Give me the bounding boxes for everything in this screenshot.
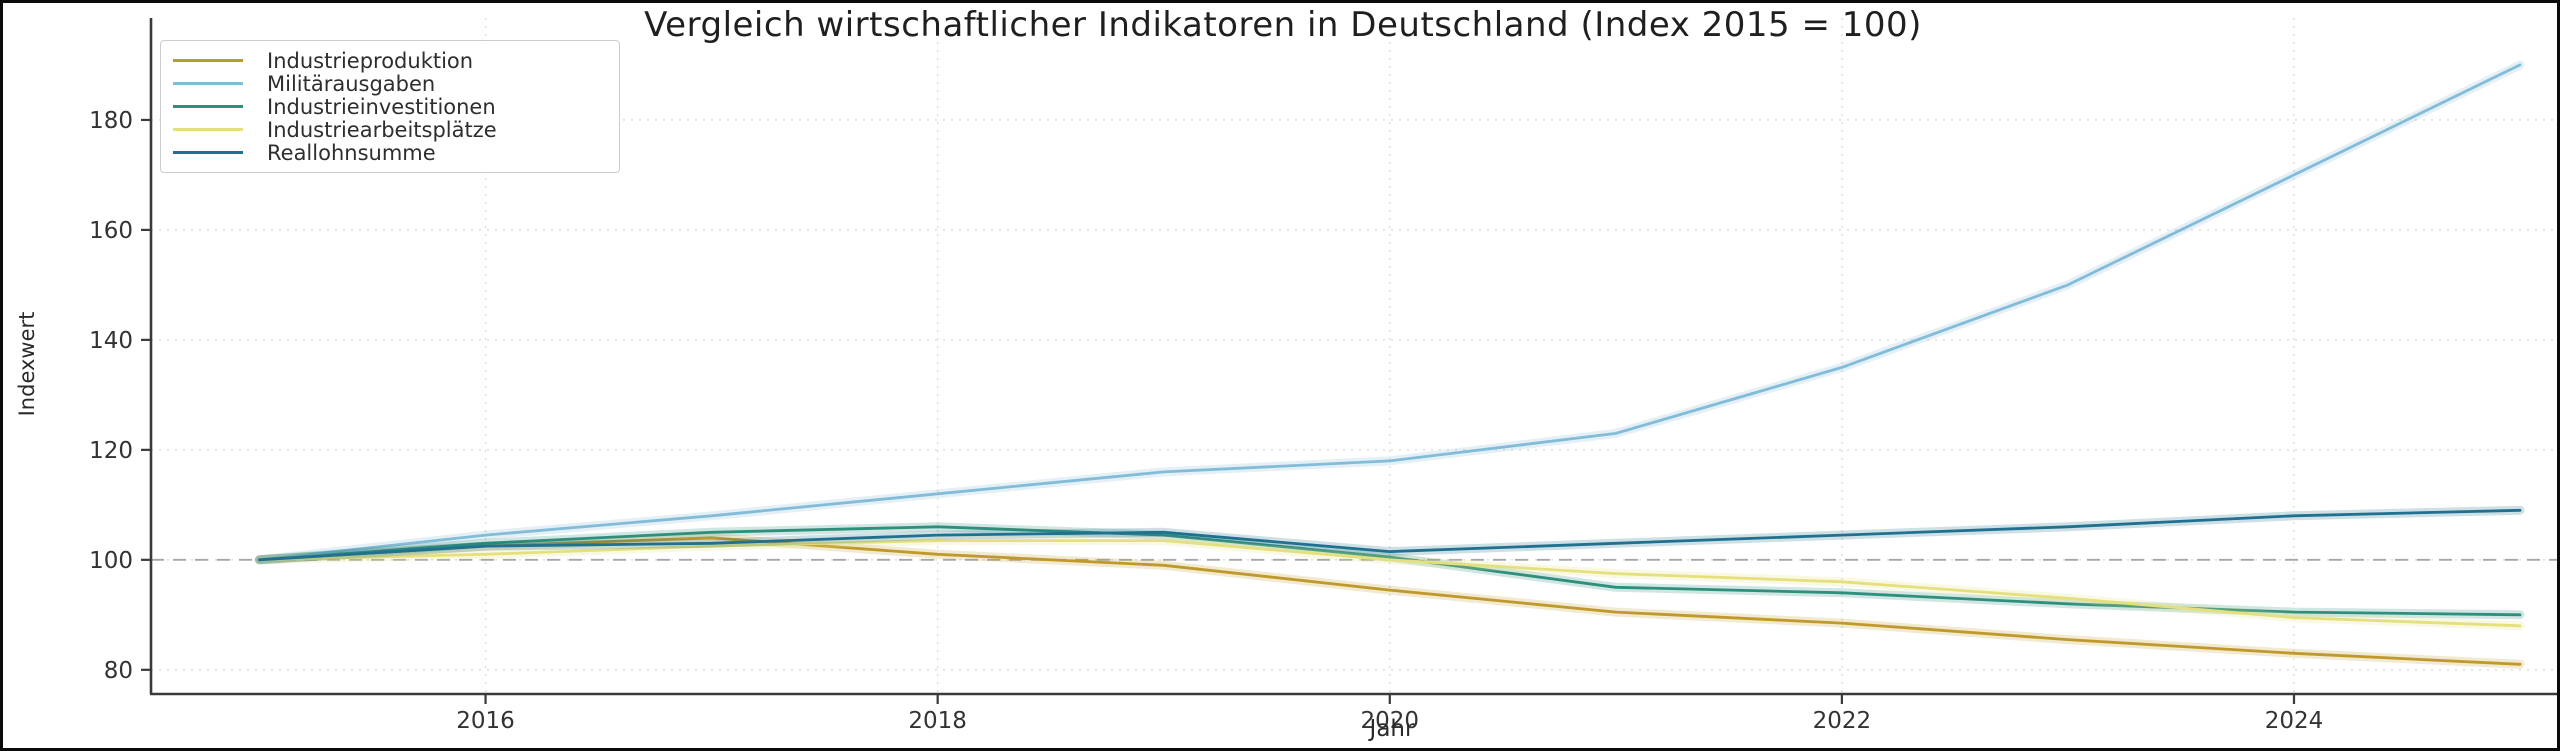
y-axis-label: Indexwert bbox=[15, 311, 39, 417]
x-tick-label: 2022 bbox=[1813, 708, 1872, 734]
y-tick-label: 80 bbox=[104, 658, 133, 684]
legend-item: Reallohnsumme bbox=[173, 140, 605, 165]
legend-item: Industrieproduktion bbox=[173, 48, 605, 73]
legend-item: Militärausgaben bbox=[173, 71, 605, 96]
line-chart-canvas: 80 100 120 140 160 180 2016 2018 2020 2022 2024 bbox=[89, 18, 2557, 734]
legend-line-swatch bbox=[173, 82, 243, 85]
x-axis-label: Jahr bbox=[1369, 716, 1415, 742]
series-line-militärausgaben bbox=[258, 63, 2522, 562]
legend-label: Industriearbeitsplätze bbox=[267, 117, 497, 142]
y-tick-label: 100 bbox=[89, 548, 133, 574]
legend-line-swatch bbox=[173, 151, 243, 154]
x-tick-label: 2020 bbox=[1361, 708, 1420, 734]
legend: Industrieproduktion Militärausgaben Indu… bbox=[160, 40, 620, 173]
series-line-reallohnsumme bbox=[258, 508, 2522, 562]
series-line-industriearbeitsplätze bbox=[258, 539, 2522, 628]
legend-item: Industrieinvestitionen bbox=[173, 94, 605, 119]
y-tick-label: 160 bbox=[89, 218, 133, 244]
legend-label: Industrieproduktion bbox=[267, 48, 474, 73]
legend-label: Reallohnsumme bbox=[267, 140, 436, 165]
legend-label: Industrieinvestitionen bbox=[267, 94, 496, 119]
series-line-industrieinvestitionen bbox=[258, 525, 2522, 617]
legend-line-swatch bbox=[173, 128, 243, 131]
y-tick-label: 140 bbox=[89, 328, 133, 354]
x-tick-label: 2024 bbox=[2265, 708, 2324, 734]
series-line-industrieproduktion bbox=[258, 536, 2522, 666]
legend-line-swatch bbox=[173, 105, 243, 108]
legend-item: Industriearbeitsplätze bbox=[173, 117, 605, 142]
chart-title: Vergleich wirtschaftlicher Indikatoren i… bbox=[644, 5, 1922, 45]
y-tick-label: 120 bbox=[89, 438, 133, 464]
y-tick-label: 180 bbox=[89, 108, 133, 134]
x-tick-label: 2018 bbox=[908, 708, 967, 734]
x-tick-label: 2016 bbox=[456, 708, 515, 734]
legend-label: Militärausgaben bbox=[267, 71, 436, 96]
legend-line-swatch bbox=[173, 59, 243, 62]
